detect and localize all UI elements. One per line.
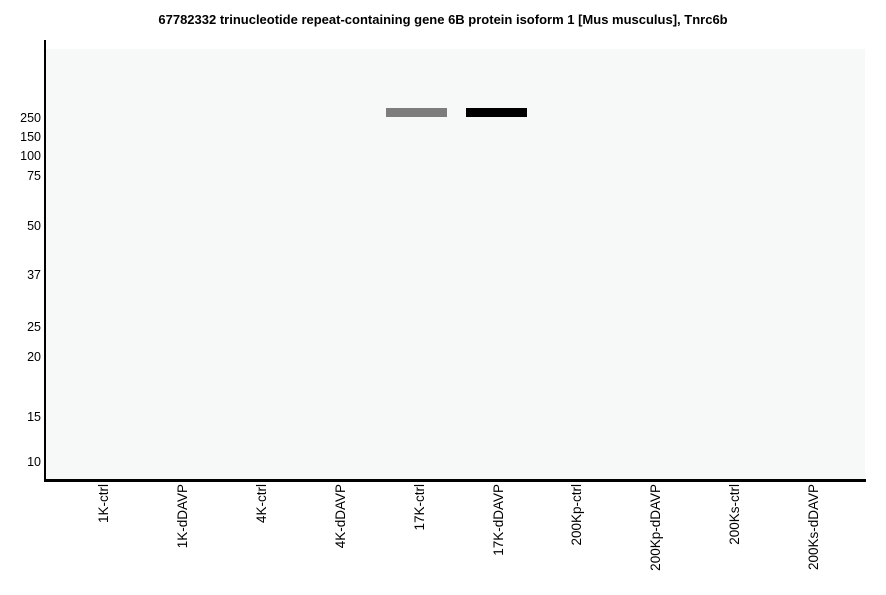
x-axis-line xyxy=(44,479,866,482)
x-lane-label: 17K-ctrl xyxy=(412,484,427,531)
x-lane-label: 4K-dDAVP xyxy=(333,484,348,549)
plot-area xyxy=(46,49,865,479)
protein-band xyxy=(386,108,447,117)
x-lane-label: 200Kp-ctrl xyxy=(569,484,584,546)
x-lane-label: 1K-ctrl xyxy=(96,484,111,524)
x-lane-label: 200Kp-dDAVP xyxy=(648,484,663,571)
protein-band xyxy=(466,108,527,117)
x-lane-label: 1K-dDAVP xyxy=(175,484,190,549)
y-tick-label: 150 xyxy=(20,130,41,144)
y-tick-label: 50 xyxy=(27,219,41,233)
chart-title: 67782332 trinucleotide repeat-containing… xyxy=(158,12,728,27)
y-tick-label: 15 xyxy=(27,410,41,424)
x-lane-label: 4K-ctrl xyxy=(254,484,269,524)
y-tick-label: 75 xyxy=(27,169,41,183)
x-lane-label: 200Ks-ctrl xyxy=(727,484,742,545)
y-tick-label: 37 xyxy=(27,268,41,282)
y-axis-line xyxy=(44,40,46,482)
x-lane-label: 200Ks-dDAVP xyxy=(806,484,821,571)
y-tick-label: 10 xyxy=(27,455,41,469)
x-lane-label: 17K-dDAVP xyxy=(491,484,506,556)
y-tick-label: 25 xyxy=(27,320,41,334)
y-tick-label: 100 xyxy=(20,149,41,163)
y-tick-label: 20 xyxy=(27,350,41,364)
y-tick-label: 250 xyxy=(20,111,41,125)
